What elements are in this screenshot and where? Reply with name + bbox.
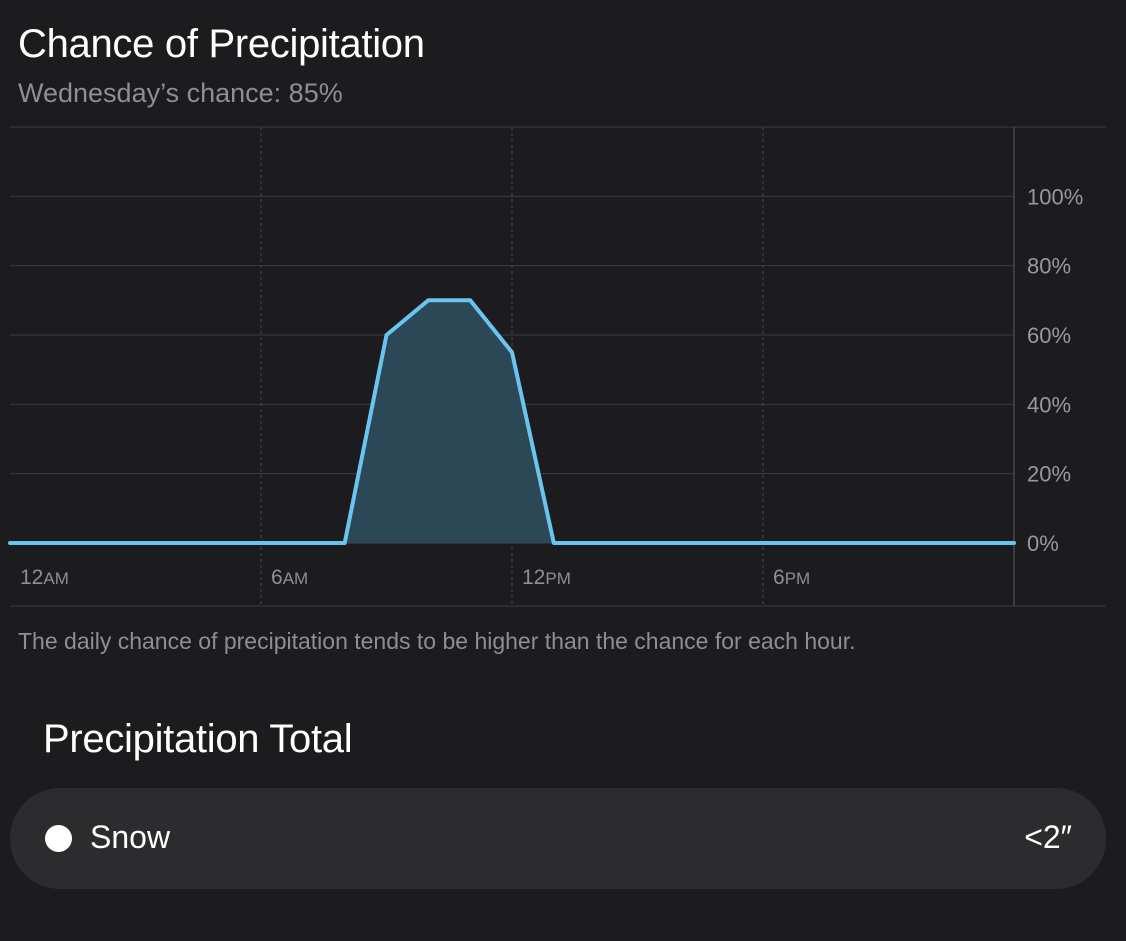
precipitation-chart[interactable]: 12AM 6AM 12PM 6PM 0% 20% 40% 60% 80% 100% [0, 120, 1126, 620]
chart-area-layer [8, 298, 1016, 545]
x-tick-suffix: PM [785, 569, 811, 588]
x-tick-number: 6 [773, 566, 785, 589]
chart-footnote: The daily chance of precipitation tends … [18, 628, 856, 654]
x-tick-number: 6 [271, 566, 283, 589]
y-tick-label: 60% [1027, 323, 1071, 348]
y-tick-label: 40% [1027, 392, 1071, 417]
precipitation-area [10, 300, 1014, 543]
daily-chance-subtitle: Wednesday’s chance: 85% [18, 78, 343, 108]
snow-label: Snow [90, 819, 171, 855]
y-tick-label: 0% [1027, 531, 1059, 556]
x-tick-label: 6PM [773, 566, 810, 589]
x-tick-label: 12PM [522, 566, 571, 589]
snow-total-value: <2″ [1024, 819, 1072, 855]
page-title: Chance of Precipitation [18, 22, 425, 66]
snow-total-row[interactable]: Snow <2″ [10, 788, 1106, 889]
y-axis-ticks: 0% 20% 40% 60% 80% 100% [1027, 184, 1083, 556]
x-tick-number: 12 [20, 566, 43, 589]
x-tick-suffix: AM [43, 569, 69, 588]
y-tick-label: 80% [1027, 254, 1071, 279]
x-tick-number: 12 [522, 566, 545, 589]
chart-grid [10, 126, 1106, 607]
y-tick-label: 20% [1027, 462, 1071, 487]
precipitation-line [8, 298, 1016, 545]
x-tick-suffix: AM [283, 569, 309, 588]
x-tick-label: 6AM [271, 566, 308, 589]
x-axis-ticks: 12AM 6AM 12PM 6PM [20, 566, 810, 589]
x-tick-label: 12AM [20, 566, 69, 589]
precipitation-total-title: Precipitation Total [43, 717, 353, 761]
y-tick-label: 100% [1027, 184, 1083, 209]
x-tick-suffix: PM [545, 569, 571, 588]
snow-dot-icon [45, 825, 72, 852]
